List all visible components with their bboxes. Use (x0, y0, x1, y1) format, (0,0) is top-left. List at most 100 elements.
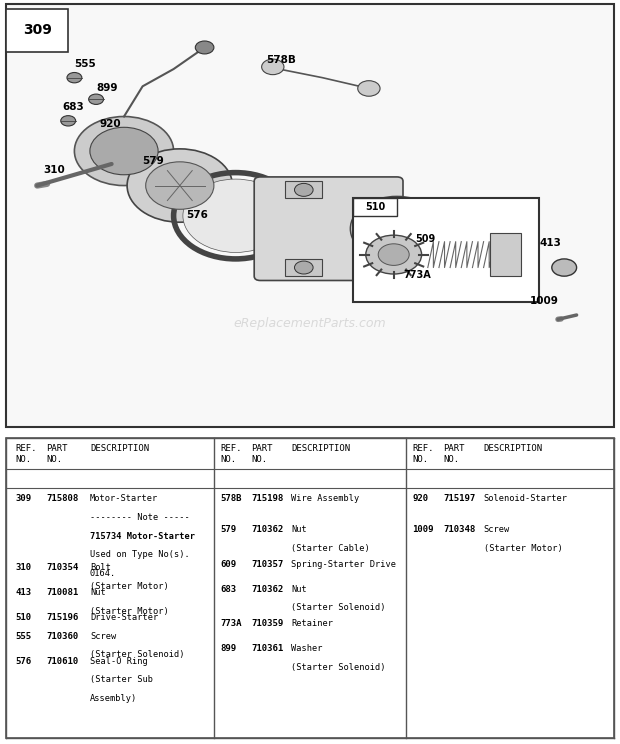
Text: 683: 683 (62, 102, 84, 112)
Text: 309: 309 (23, 23, 51, 37)
Text: 579: 579 (220, 525, 236, 534)
Text: Seal-O Ring: Seal-O Ring (90, 656, 148, 665)
Text: NO.: NO. (412, 455, 428, 464)
Text: 576: 576 (16, 656, 32, 665)
Bar (285, 259, 322, 276)
Bar (6, 9, 68, 52)
Circle shape (195, 41, 214, 54)
Circle shape (67, 72, 82, 83)
Text: 710361: 710361 (251, 644, 283, 653)
Text: Used on Type No(s).: Used on Type No(s). (90, 551, 190, 559)
Text: 310: 310 (16, 562, 32, 571)
Text: 899: 899 (96, 83, 118, 92)
Circle shape (74, 117, 174, 185)
Text: PART: PART (46, 444, 68, 453)
Text: 899: 899 (220, 644, 236, 653)
Text: (Starter Solenoid): (Starter Solenoid) (90, 650, 184, 659)
Circle shape (262, 59, 284, 74)
Text: Screw: Screw (484, 525, 510, 534)
Text: REF.: REF. (220, 444, 242, 453)
Text: 309: 309 (16, 494, 32, 503)
Text: 710354: 710354 (46, 562, 79, 571)
Text: 710610: 710610 (46, 656, 79, 665)
Text: 715808: 715808 (46, 494, 79, 503)
Text: 1009: 1009 (412, 525, 434, 534)
Bar (490, 233, 521, 276)
Text: 0164.: 0164. (90, 569, 116, 578)
Text: Spring-Starter Drive: Spring-Starter Drive (291, 559, 396, 568)
Text: 609: 609 (220, 559, 236, 568)
Text: Nut: Nut (90, 588, 105, 597)
Text: Retainer: Retainer (291, 619, 334, 628)
Bar (285, 182, 322, 199)
Text: 710081: 710081 (46, 588, 79, 597)
Text: Screw: Screw (90, 632, 116, 641)
Text: (Starter Motor): (Starter Motor) (90, 606, 169, 615)
Text: Nut: Nut (291, 585, 307, 594)
Text: (Starter Motor): (Starter Motor) (90, 582, 169, 591)
Text: 920: 920 (99, 119, 121, 129)
Text: 710348: 710348 (443, 525, 476, 534)
Circle shape (294, 261, 313, 274)
Circle shape (552, 259, 577, 276)
Circle shape (366, 235, 422, 274)
Text: Washer: Washer (291, 644, 323, 653)
Text: 715196: 715196 (46, 613, 79, 622)
Text: 509: 509 (415, 234, 436, 243)
Text: REF.: REF. (412, 444, 434, 453)
Text: -------- Note -----: -------- Note ----- (90, 513, 190, 522)
Text: DESCRIPTION: DESCRIPTION (291, 444, 350, 453)
Text: 576: 576 (186, 210, 208, 220)
Text: 555: 555 (16, 632, 32, 641)
Text: NO.: NO. (443, 455, 459, 464)
Text: (Starter Solenoid): (Starter Solenoid) (291, 603, 386, 612)
Text: Solenoid-Starter: Solenoid-Starter (484, 494, 567, 503)
Text: 413: 413 (539, 238, 561, 248)
Text: 413: 413 (16, 588, 32, 597)
Text: 1009: 1009 (530, 296, 559, 307)
Text: Assembly): Assembly) (90, 694, 137, 703)
Circle shape (350, 196, 443, 261)
Text: 683: 683 (220, 585, 236, 594)
Text: Drive-Starter: Drive-Starter (90, 613, 158, 622)
Text: (Starter Solenoid): (Starter Solenoid) (291, 663, 386, 672)
Text: 715198: 715198 (251, 494, 283, 503)
FancyBboxPatch shape (254, 177, 403, 280)
Circle shape (294, 183, 313, 196)
Text: 710359: 710359 (251, 619, 283, 628)
Text: NO.: NO. (251, 455, 267, 464)
Circle shape (366, 207, 428, 250)
Text: 578B: 578B (267, 54, 296, 65)
Text: PART: PART (251, 444, 273, 453)
Text: (Starter Cable): (Starter Cable) (291, 544, 370, 553)
Text: NO.: NO. (16, 455, 32, 464)
Text: Nut: Nut (291, 525, 307, 534)
Text: Bolt: Bolt (90, 562, 111, 571)
Text: eReplacementParts.com: eReplacementParts.com (234, 317, 386, 330)
Text: PART: PART (443, 444, 465, 453)
Text: DESCRIPTION: DESCRIPTION (90, 444, 149, 453)
Circle shape (89, 94, 104, 104)
Text: (Starter Motor): (Starter Motor) (484, 544, 562, 553)
Text: 710362: 710362 (251, 525, 283, 534)
Text: 710362: 710362 (251, 585, 283, 594)
Text: 310: 310 (43, 165, 65, 176)
Circle shape (146, 162, 214, 209)
Text: NO.: NO. (46, 455, 63, 464)
Circle shape (61, 115, 76, 126)
Text: 578B: 578B (220, 494, 242, 503)
Circle shape (378, 244, 409, 266)
Text: 920: 920 (412, 494, 428, 503)
Text: 579: 579 (143, 156, 164, 166)
Text: REF.: REF. (16, 444, 37, 453)
Text: DESCRIPTION: DESCRIPTION (484, 444, 542, 453)
Circle shape (358, 80, 380, 96)
Text: 715197: 715197 (443, 494, 476, 503)
Text: 773A: 773A (220, 619, 242, 628)
Circle shape (90, 127, 158, 175)
Bar (353, 199, 397, 216)
Text: Wire Assembly: Wire Assembly (291, 494, 360, 503)
Text: 510: 510 (16, 613, 32, 622)
Text: 510: 510 (365, 202, 385, 212)
Text: 773A: 773A (403, 270, 431, 280)
